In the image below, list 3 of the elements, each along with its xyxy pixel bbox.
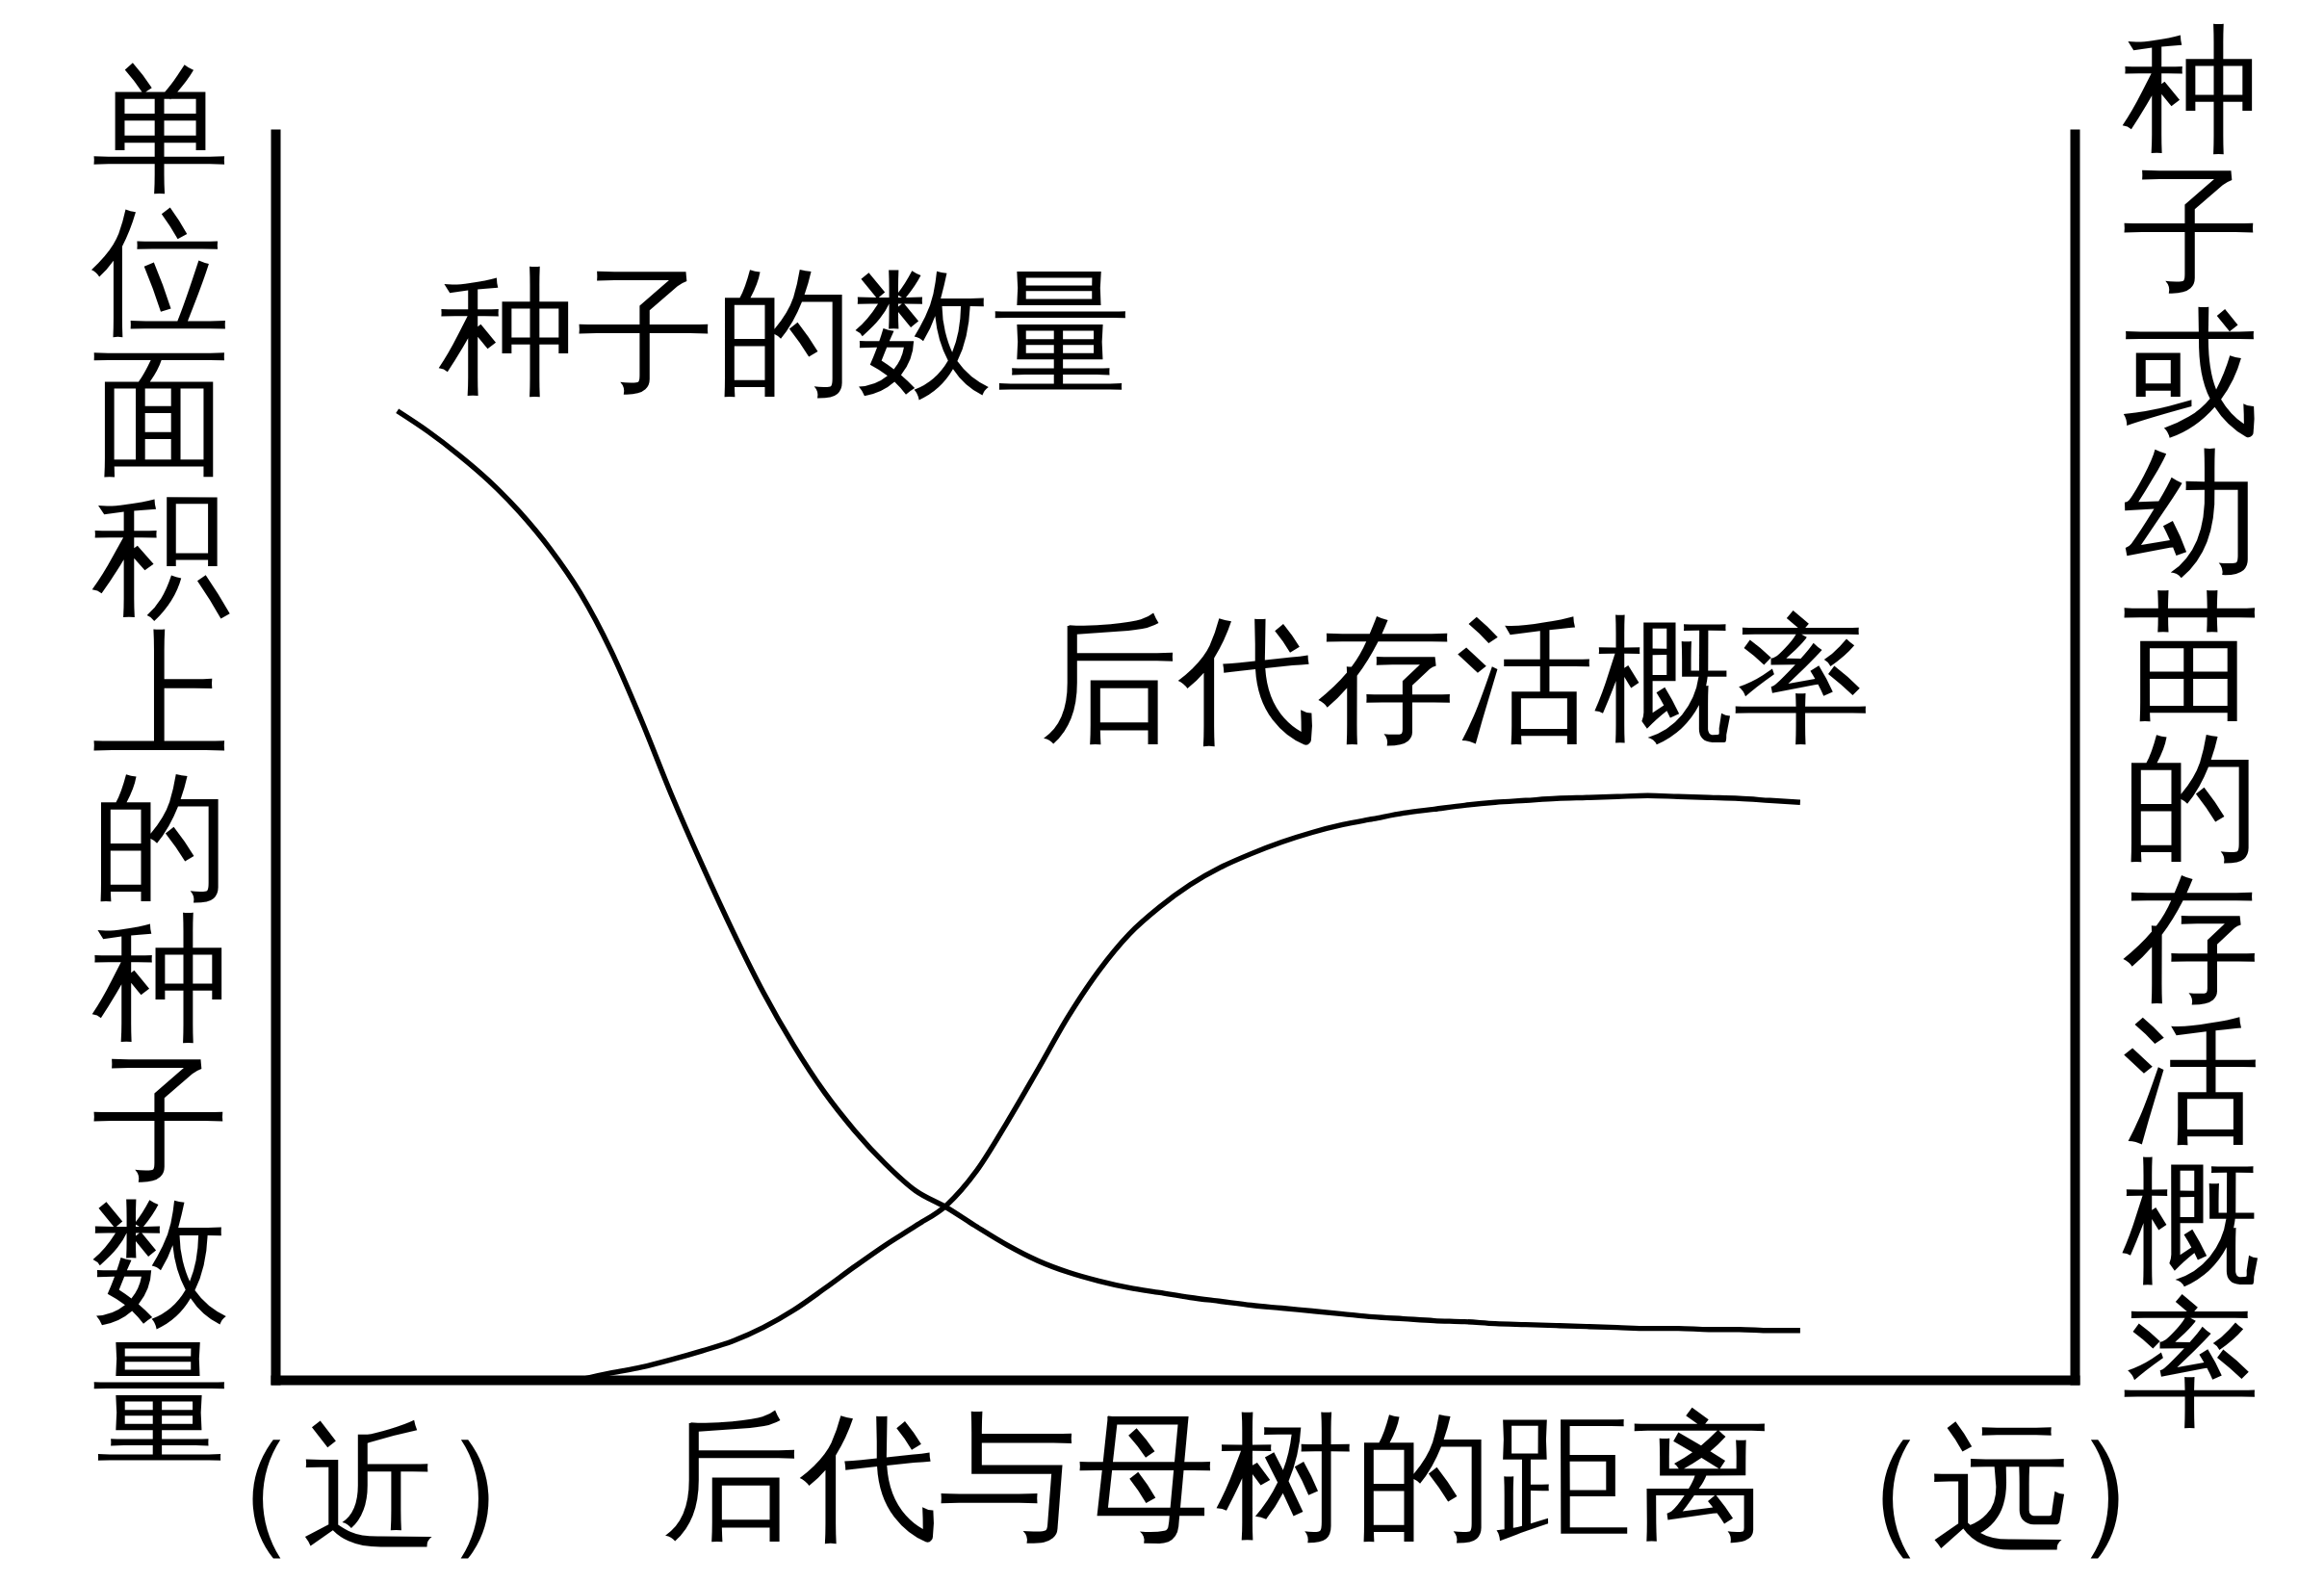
series-label: 后代存活概率 — [1039, 605, 1872, 759]
series-label: 种子的数量 — [437, 256, 1131, 410]
x-axis-title: 后代与母树的距离 — [661, 1401, 1770, 1555]
